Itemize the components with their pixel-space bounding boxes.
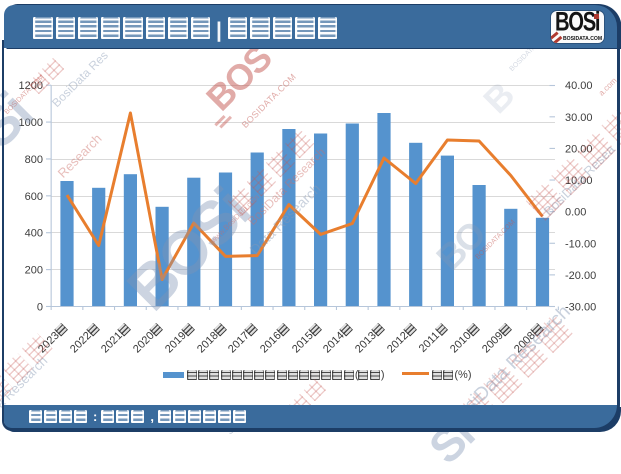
svg-text:20.00: 20.00 bbox=[565, 143, 593, 155]
svg-text:-10.00: -10.00 bbox=[565, 238, 596, 250]
svg-text:0: 0 bbox=[37, 301, 43, 313]
svg-text:-30.00: -30.00 bbox=[565, 301, 596, 313]
svg-text:0.00: 0.00 bbox=[565, 207, 586, 219]
svg-text:200: 200 bbox=[25, 265, 43, 277]
svg-text:40.00: 40.00 bbox=[565, 80, 593, 92]
svg-text:800: 800 bbox=[25, 154, 43, 166]
svg-text:-20.00: -20.00 bbox=[565, 270, 596, 282]
svg-text:1200: 1200 bbox=[19, 80, 43, 92]
svg-text:400: 400 bbox=[25, 228, 43, 240]
svg-text:600: 600 bbox=[25, 191, 43, 203]
svg-text:10.00: 10.00 bbox=[565, 175, 593, 187]
svg-text:30.00: 30.00 bbox=[565, 112, 593, 124]
svg-text:1000: 1000 bbox=[19, 117, 43, 129]
